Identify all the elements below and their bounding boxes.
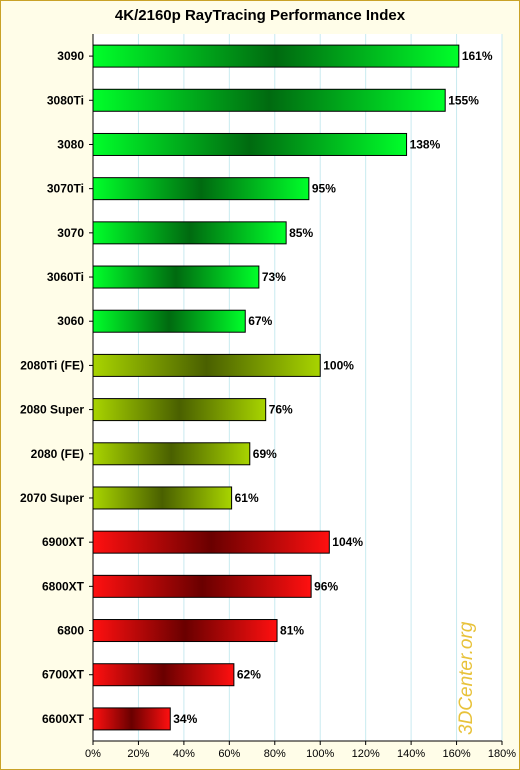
category-label: 6900XT [42,535,85,549]
category-label: 3080Ti [47,93,84,107]
x-tick-label: 180% [488,748,516,760]
category-label: 6600XT [42,712,85,726]
x-tick-label: 140% [397,748,425,760]
value-label: 104% [332,535,363,549]
category-label: 2080 (FE) [31,447,84,461]
x-tick-label: 80% [264,748,286,760]
bar [93,443,250,465]
value-label: 62% [237,668,261,682]
bar [93,266,259,288]
category-label: 6700XT [42,668,85,682]
category-label: 6800XT [42,579,85,593]
bar [93,620,277,642]
value-label: 61% [235,491,259,505]
value-label: 95% [312,182,336,196]
value-label: 34% [173,712,197,726]
x-tick-label: 60% [218,748,240,760]
category-label: 3090 [57,49,84,63]
bar [93,354,320,376]
category-label: 3070Ti [47,182,84,196]
category-label: 2080Ti (FE) [20,358,84,372]
bar [93,664,234,686]
bar [93,133,407,155]
value-label: 85% [289,226,313,240]
category-label: 3060 [57,314,84,328]
value-label: 73% [262,270,286,284]
bar [93,575,311,597]
x-tick-label: 100% [306,748,334,760]
value-label: 69% [253,447,277,461]
bar [93,89,445,111]
value-label: 76% [269,403,293,417]
bar [93,222,286,244]
value-label: 138% [410,137,441,151]
value-label: 81% [280,624,304,638]
category-label: 3060Ti [47,270,84,284]
category-label: 3070 [57,226,84,240]
bar [93,178,309,200]
category-label: 2070 Super [20,491,84,505]
category-label: 2080 Super [20,403,84,417]
value-label: 155% [448,93,479,107]
bar [93,45,459,67]
category-label: 6800 [57,624,84,638]
bar [93,531,329,553]
x-tick-label: 0% [85,748,101,760]
x-tick-label: 120% [352,748,380,760]
value-label: 100% [323,358,354,372]
bar [93,399,266,421]
bar [93,487,232,509]
x-tick-label: 40% [173,748,195,760]
bar [93,310,245,332]
x-tick-label: 20% [127,748,149,760]
x-tick-label: 160% [442,748,470,760]
bar [93,708,170,730]
watermark-text: 3DCenter.org [456,622,478,735]
category-label: 3080 [57,137,84,151]
value-label: 67% [248,314,272,328]
value-label: 96% [314,579,338,593]
value-label: 161% [462,49,493,63]
